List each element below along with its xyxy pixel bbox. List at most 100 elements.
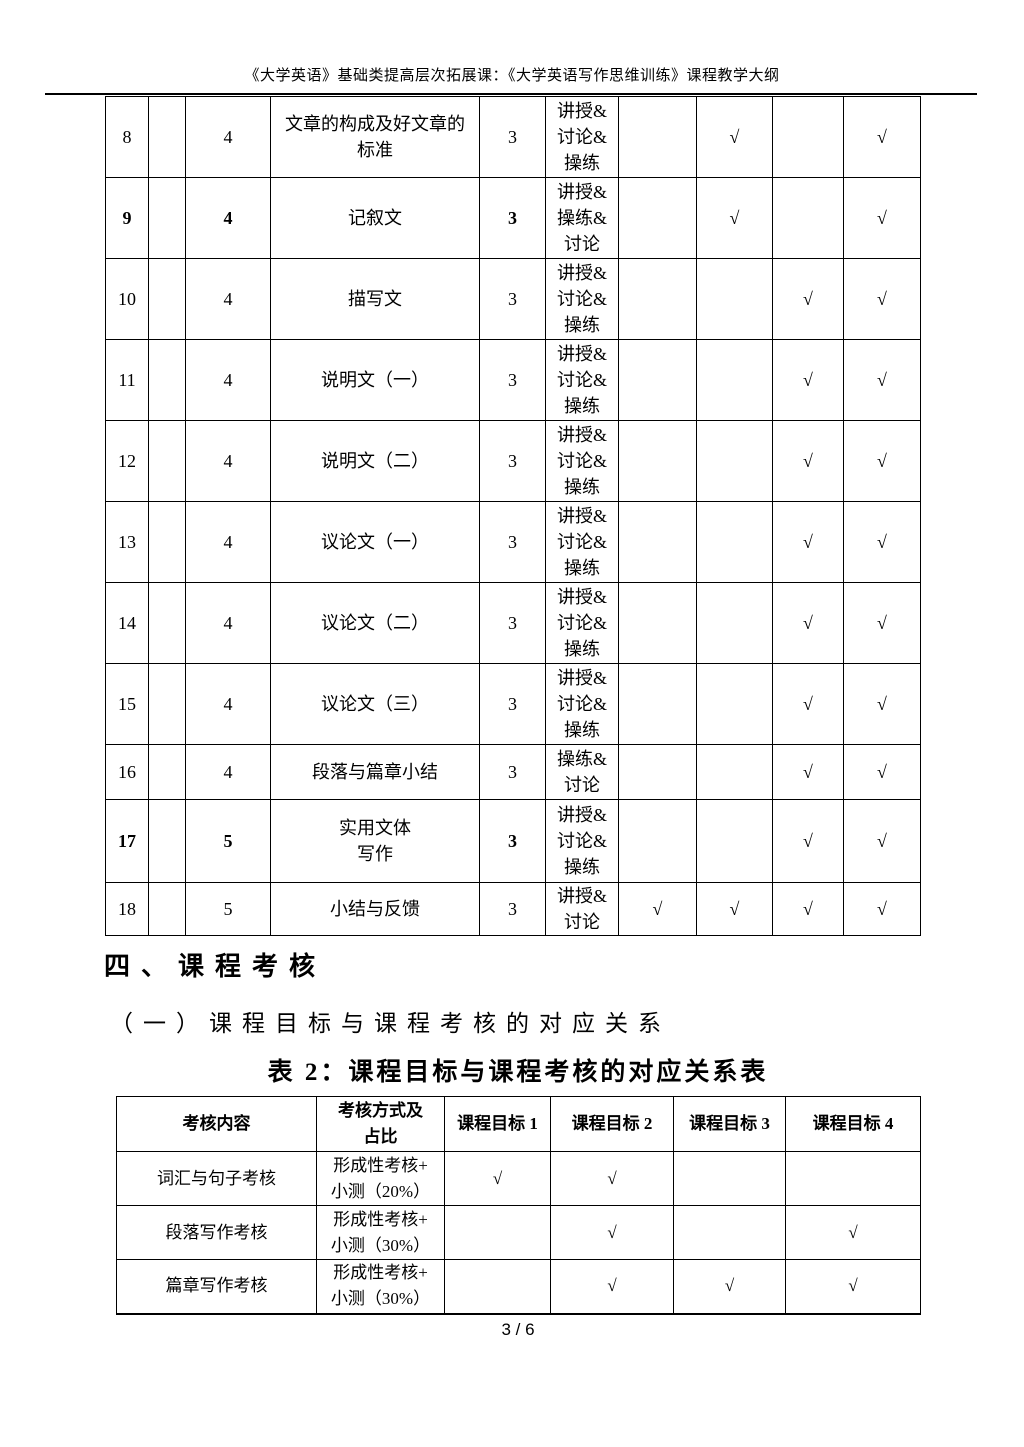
section-heading: 四、课程考核	[104, 951, 327, 981]
hours-cell: 3	[479, 339, 546, 421]
goal3-check-cell: √	[772, 799, 844, 883]
header-course-goal-4: 课程目标 4	[785, 1096, 921, 1152]
header-rule	[45, 93, 977, 95]
assessment-header-row: 考核内容 考核方式及 占比 课程目标 1 课程目标 2 课程目标 3 课程目标 …	[116, 1096, 921, 1152]
goal3-check-cell: √	[772, 663, 844, 745]
goal1-check-cell	[444, 1205, 551, 1260]
goal4-check-cell: √	[843, 582, 921, 664]
spacer-cell	[148, 663, 186, 745]
topic-cell: 文章的构成及好文章的 标准	[270, 96, 480, 178]
goal1-check-cell	[444, 1259, 551, 1314]
schedule-row: 14 4 议论文（二） 3 讲授& 讨论& 操练 √ √	[105, 582, 921, 664]
unit-number-cell: 4	[185, 744, 271, 800]
goal1-check-cell	[618, 799, 697, 883]
goal3-check-cell	[673, 1151, 786, 1206]
unit-number-cell: 4	[185, 96, 271, 178]
goal1-check-cell	[618, 258, 697, 340]
methods-cell: 讲授& 讨论	[545, 882, 619, 936]
lesson-number-cell: 13	[105, 501, 149, 583]
goal4-check-cell: √	[785, 1259, 921, 1314]
spacer-cell	[148, 882, 186, 936]
goal1-check-cell: √	[618, 882, 697, 936]
goal3-check-cell: √	[772, 420, 844, 502]
header-assessment-method: 考核方式及 占比	[316, 1096, 445, 1152]
goal2-check-cell	[696, 258, 773, 340]
lesson-number-cell: 16	[105, 744, 149, 800]
topic-cell: 小结与反馈	[270, 882, 480, 936]
goal1-check-cell	[618, 96, 697, 178]
goal4-check-cell: √	[785, 1205, 921, 1260]
topic-cell: 议论文（二）	[270, 582, 480, 664]
goal3-check-cell	[673, 1205, 786, 1260]
goal2-check-cell	[696, 420, 773, 502]
goal3-check-cell	[772, 177, 844, 259]
teaching-schedule-table: 8 4 文章的构成及好文章的 标准 3 讲授& 讨论& 操练 √ √ 9 4 记…	[105, 96, 921, 936]
unit-number-cell: 4	[185, 663, 271, 745]
hours-cell: 3	[479, 420, 546, 502]
methods-cell: 讲授& 讨论& 操练	[545, 663, 619, 745]
assessment-table-title: 表 2：课程目标与课程考核的对应关系表	[267, 1059, 769, 1086]
schedule-row: 17 5 实用文体 写作 3 讲授& 讨论& 操练 √ √	[105, 799, 921, 883]
methods-cell: 讲授& 讨论& 操练	[545, 339, 619, 421]
goal2-check-cell	[696, 799, 773, 883]
methods-cell: 讲授& 讨论& 操练	[545, 258, 619, 340]
assessment-method-cell: 形成性考核+ 小测（30%）	[316, 1205, 445, 1260]
assessment-content-cell: 段落写作考核	[116, 1205, 317, 1260]
goal4-check-cell: √	[843, 744, 921, 800]
goal4-check-cell: √	[843, 339, 921, 421]
goal3-check-cell: √	[772, 744, 844, 800]
spacer-cell	[148, 501, 186, 583]
goal3-check-cell: √	[772, 258, 844, 340]
schedule-row: 9 4 记叙文 3 讲授& 操练& 讨论 √ √	[105, 177, 921, 259]
lesson-number-cell: 15	[105, 663, 149, 745]
hours-cell: 3	[479, 582, 546, 664]
unit-number-cell: 4	[185, 501, 271, 583]
hours-cell: 3	[479, 744, 546, 800]
goal4-check-cell: √	[843, 882, 921, 936]
lesson-number-cell: 12	[105, 420, 149, 502]
goal3-check-cell: √	[772, 582, 844, 664]
assessment-method-cell: 形成性考核+ 小测（20%）	[316, 1151, 445, 1206]
assessment-mapping-table: 考核内容 考核方式及 占比 课程目标 1 课程目标 2 课程目标 3 课程目标 …	[116, 1096, 921, 1315]
schedule-row: 11 4 说明文（一） 3 讲授& 讨论& 操练 √ √	[105, 339, 921, 421]
methods-cell: 讲授& 讨论& 操练	[545, 501, 619, 583]
topic-cell: 记叙文	[270, 177, 480, 259]
header-assessment-content: 考核内容	[116, 1096, 317, 1152]
topic-cell: 段落与篇章小结	[270, 744, 480, 800]
unit-number-cell: 4	[185, 420, 271, 502]
hours-cell: 3	[479, 799, 546, 883]
goal4-check-cell: √	[843, 501, 921, 583]
goal2-check-cell: √	[550, 1151, 674, 1206]
topic-cell: 议论文（一）	[270, 501, 480, 583]
section-subheading: （一）课程目标与课程考核的对应关系	[110, 1011, 671, 1036]
schedule-row: 13 4 议论文（一） 3 讲授& 讨论& 操练 √ √	[105, 501, 921, 583]
schedule-row: 18 5 小结与反馈 3 讲授& 讨论 √ √ √ √	[105, 882, 921, 936]
lesson-number-cell: 11	[105, 339, 149, 421]
goal4-check-cell: √	[843, 799, 921, 883]
lesson-number-cell: 9	[105, 177, 149, 259]
goal2-check-cell: √	[696, 96, 773, 178]
unit-number-cell: 4	[185, 582, 271, 664]
goal2-check-cell	[696, 582, 773, 664]
goal2-check-cell: √	[550, 1205, 674, 1260]
hours-cell: 3	[479, 258, 546, 340]
goal2-check-cell	[696, 339, 773, 421]
goal4-check-cell: √	[843, 258, 921, 340]
topic-cell: 说明文（二）	[270, 420, 480, 502]
goal1-check-cell	[618, 177, 697, 259]
goal4-check-cell: √	[843, 177, 921, 259]
goal1-check-cell	[618, 339, 697, 421]
page-number: 3 / 6	[501, 1320, 535, 1339]
document-header-title: 《大学英语》基础类提高层次拓展课：《大学英语写作思维训练》课程教学大纲	[244, 67, 780, 84]
goal4-check-cell: √	[843, 420, 921, 502]
header-course-goal-2: 课程目标 2	[550, 1096, 674, 1152]
methods-cell: 讲授& 讨论& 操练	[545, 96, 619, 178]
topic-cell: 描写文	[270, 258, 480, 340]
spacer-cell	[148, 258, 186, 340]
hours-cell: 3	[479, 501, 546, 583]
schedule-row: 16 4 段落与篇章小结 3 操练& 讨论 √ √	[105, 744, 921, 800]
goal1-check-cell	[618, 501, 697, 583]
topic-cell: 说明文（一）	[270, 339, 480, 421]
spacer-cell	[148, 799, 186, 883]
goal3-check-cell: √	[772, 501, 844, 583]
